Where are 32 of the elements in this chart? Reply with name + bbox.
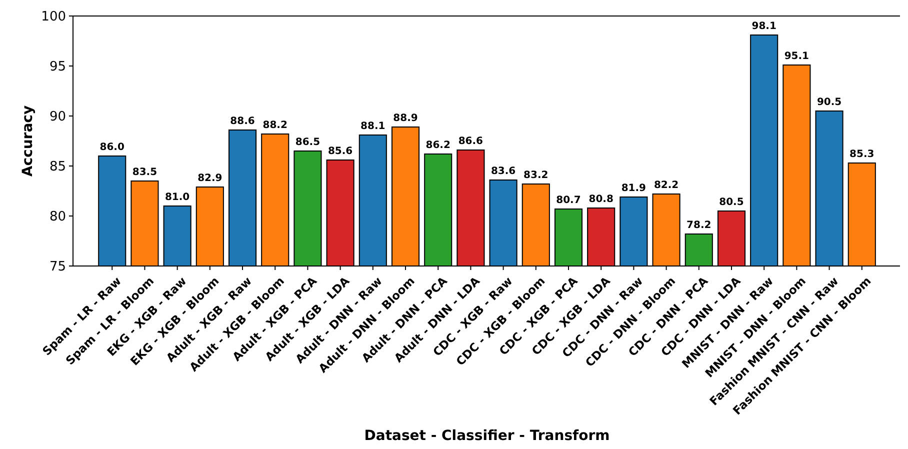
data-label: 86.2: [426, 140, 450, 151]
data-label: 80.8: [588, 194, 614, 205]
data-label: 86.5: [295, 137, 320, 148]
data-label: 88.9: [393, 113, 418, 124]
data-label: 82.9: [198, 173, 222, 184]
data-label: 81.9: [621, 183, 646, 194]
y-tick-label: 95: [49, 60, 66, 75]
data-label: 81.0: [164, 192, 190, 203]
data-label: 83.6: [490, 166, 516, 177]
y-tick-label: 85: [49, 160, 66, 175]
y-axis-title: Accuracy: [20, 105, 36, 177]
data-label: 88.2: [262, 120, 288, 131]
data-label: 86.0: [100, 142, 124, 153]
data-label: 82.2: [654, 180, 679, 191]
data-label: 83.2: [524, 170, 548, 181]
data-label: 90.5: [816, 97, 842, 108]
data-label: 80.5: [719, 197, 744, 208]
data-label: 95.1: [784, 51, 810, 62]
data-label: 86.6: [458, 136, 484, 147]
x-axis-title: Dataset - Classifier - Transform: [364, 428, 610, 444]
data-label: 88.6: [230, 116, 255, 127]
y-tick-label: 90: [49, 110, 66, 125]
data-label: 98.1: [752, 21, 776, 32]
data-label: 85.3: [850, 149, 874, 160]
data-label: 88.1: [360, 121, 386, 132]
data-label: 80.7: [556, 195, 581, 206]
y-tick-label: 80: [49, 210, 66, 225]
y-tick-label: 100: [41, 10, 66, 25]
data-label: 83.5: [132, 167, 158, 178]
data-label: 78.2: [686, 220, 712, 231]
y-tick-label: 75: [49, 260, 66, 275]
data-label: 85.6: [328, 146, 353, 157]
